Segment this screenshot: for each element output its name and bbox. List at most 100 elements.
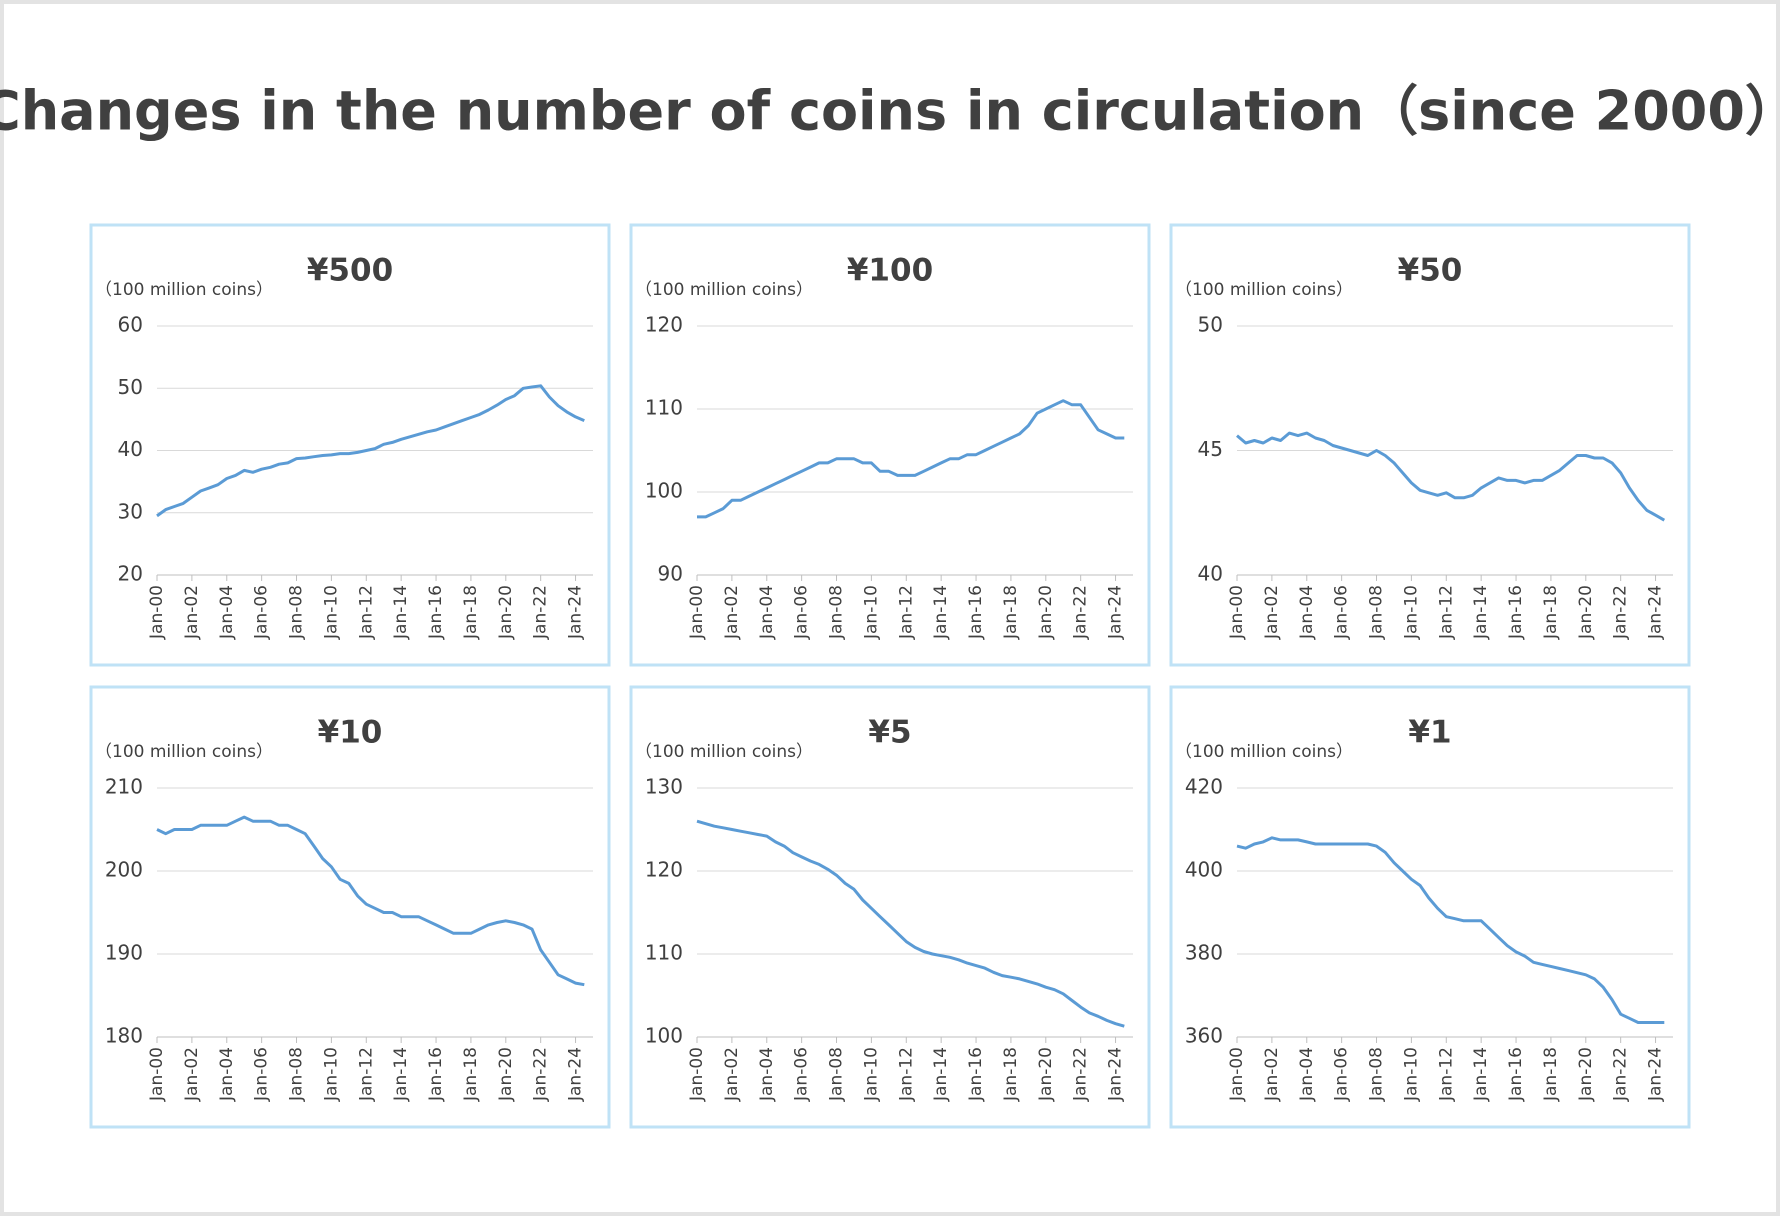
x-tick-label: Jan-02	[182, 585, 202, 640]
y-tick-label: 420	[1185, 775, 1223, 799]
y-tick-label: 130	[645, 775, 683, 799]
x-tick-label: Jan-14	[931, 1047, 951, 1102]
x-tick-label: Jan-04	[217, 1047, 237, 1102]
x-tick-label: Jan-12	[356, 585, 376, 640]
x-tick-label: Jan-02	[1262, 585, 1282, 640]
x-tick-label: Jan-24	[1106, 585, 1126, 640]
x-tick-label: Jan-16	[966, 1047, 986, 1102]
x-tick-label: Jan-04	[757, 585, 777, 640]
x-tick-label: Jan-16	[426, 585, 446, 640]
x-tick-label: Jan-20	[1036, 1047, 1056, 1102]
x-tick-label: Jan-12	[896, 585, 916, 640]
x-tick-label: Jan-24	[566, 585, 586, 640]
x-tick-label: Jan-14	[1471, 585, 1491, 640]
x-tick-label: Jan-00	[687, 585, 707, 640]
x-tick-label: Jan-24	[1106, 1047, 1126, 1102]
data-line	[696, 819, 1125, 1028]
y-tick-label: 120	[645, 858, 683, 882]
x-tick-label: Jan-10	[1401, 585, 1421, 640]
x-tick-label: Jan-08	[1367, 585, 1387, 640]
x-tick-label: Jan-08	[287, 1047, 307, 1102]
x-tick-label: Jan-06	[792, 1047, 812, 1102]
panel: ¥5 （100 million coins） 100 110 120 130 Jan-00 J…	[629, 685, 1151, 1129]
x-tick-label: Jan-10	[321, 585, 341, 640]
x-tick-label: Jan-10	[861, 585, 881, 640]
panel-title: ¥50	[1398, 253, 1463, 289]
x-tick-label: Jan-20	[496, 1047, 516, 1102]
x-tick-label: Jan-24	[566, 1047, 586, 1102]
x-tick-label: Jan-04	[1297, 585, 1317, 640]
x-tick-label: Jan-12	[1436, 1047, 1456, 1102]
x-tick-label: Jan-24	[1646, 1047, 1666, 1102]
y-tick-label: 190	[105, 941, 143, 965]
panel: ¥100 （100 million coins） 90 100 110 120 Jan-00…	[629, 223, 1151, 667]
x-tick-label: Jan-08	[287, 585, 307, 640]
x-tick-label: Jan-20	[1036, 585, 1056, 640]
x-tick-label: Jan-08	[827, 585, 847, 640]
panel: ¥50 （100 million coins） 40 45 50 Jan-00 Jan-02…	[1169, 223, 1691, 667]
x-tick-label: Jan-18	[461, 1047, 481, 1102]
y-tick-label: 360	[1185, 1024, 1223, 1048]
x-tick-label: Jan-22	[1611, 585, 1631, 640]
x-tick-label: Jan-16	[1506, 1047, 1526, 1102]
panel-title: ¥5	[868, 715, 911, 751]
panel-border	[629, 685, 1151, 1129]
x-tick-label: Jan-18	[1001, 585, 1021, 640]
x-tick-label: Jan-14	[391, 585, 411, 640]
y-tick-label: 60	[118, 313, 143, 337]
unit-label: （100 million coins）	[1175, 742, 1353, 762]
data-line	[156, 815, 585, 987]
y-tick-label: 100	[645, 479, 683, 503]
x-tick-label: Jan-12	[356, 1047, 376, 1102]
y-tick-label: 50	[1198, 313, 1223, 337]
y-tick-label: 50	[118, 375, 143, 399]
x-tick-label: Jan-00	[147, 1047, 167, 1102]
x-tick-label: Jan-24	[1646, 585, 1666, 640]
x-tick-label: Jan-06	[252, 1047, 272, 1102]
x-tick-label: Jan-22	[1071, 1047, 1091, 1102]
panel-border	[89, 685, 611, 1129]
panel: ¥500 （100 million coins） 20 30 40 50 60 Jan-00 J…	[89, 223, 611, 667]
x-tick-label: Jan-14	[931, 585, 951, 640]
data-line	[1236, 431, 1666, 522]
x-tick-label: Jan-22	[531, 585, 551, 640]
x-tick-label: Jan-04	[1297, 1047, 1317, 1102]
x-tick-label: Jan-04	[757, 1047, 777, 1102]
x-tick-label: Jan-02	[722, 1047, 742, 1102]
data-line	[1236, 836, 1665, 1024]
panel-border	[629, 223, 1151, 667]
y-tick-label: 40	[118, 437, 143, 461]
y-tick-label: 110	[645, 396, 683, 420]
y-tick-label: 20	[118, 562, 143, 586]
x-tick-label: Jan-22	[531, 1047, 551, 1102]
x-tick-label: Jan-08	[1367, 1047, 1387, 1102]
y-tick-label: 40	[1198, 562, 1223, 586]
y-tick-label: 180	[105, 1024, 143, 1048]
x-tick-label: Jan-00	[1227, 1047, 1247, 1102]
x-tick-label: Jan-06	[1332, 1047, 1352, 1102]
y-tick-label: 90	[658, 562, 683, 586]
y-tick-label: 45	[1198, 437, 1223, 461]
panel-border	[1169, 223, 1691, 667]
x-tick-label: Jan-02	[1262, 1047, 1282, 1102]
x-tick-label: Jan-20	[1576, 1047, 1596, 1102]
unit-label: （100 million coins）	[635, 280, 813, 300]
panel-border	[1169, 685, 1691, 1129]
x-tick-label: Jan-06	[1332, 585, 1352, 640]
x-tick-label: Jan-04	[217, 585, 237, 640]
x-tick-label: Jan-20	[1576, 585, 1596, 640]
unit-label: （100 million coins）	[635, 742, 813, 762]
data-line	[156, 384, 585, 518]
y-tick-label: 200	[105, 858, 143, 882]
panel: ¥1 （100 million coins） 360 380 400 420 Jan-00 J…	[1169, 685, 1691, 1129]
x-tick-label: Jan-02	[182, 1047, 202, 1102]
x-tick-label: Jan-18	[1001, 1047, 1021, 1102]
x-tick-label: Jan-22	[1611, 1047, 1631, 1102]
unit-label: （100 million coins）	[1175, 280, 1353, 300]
x-tick-label: Jan-18	[1541, 1047, 1561, 1102]
x-tick-label: Jan-00	[1227, 585, 1247, 640]
panel-border	[89, 223, 611, 667]
x-tick-label: Jan-10	[321, 1047, 341, 1102]
x-tick-label: Jan-00	[147, 585, 167, 640]
